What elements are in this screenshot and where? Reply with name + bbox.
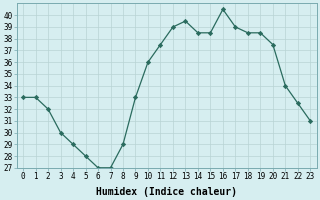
X-axis label: Humidex (Indice chaleur): Humidex (Indice chaleur): [96, 186, 237, 197]
